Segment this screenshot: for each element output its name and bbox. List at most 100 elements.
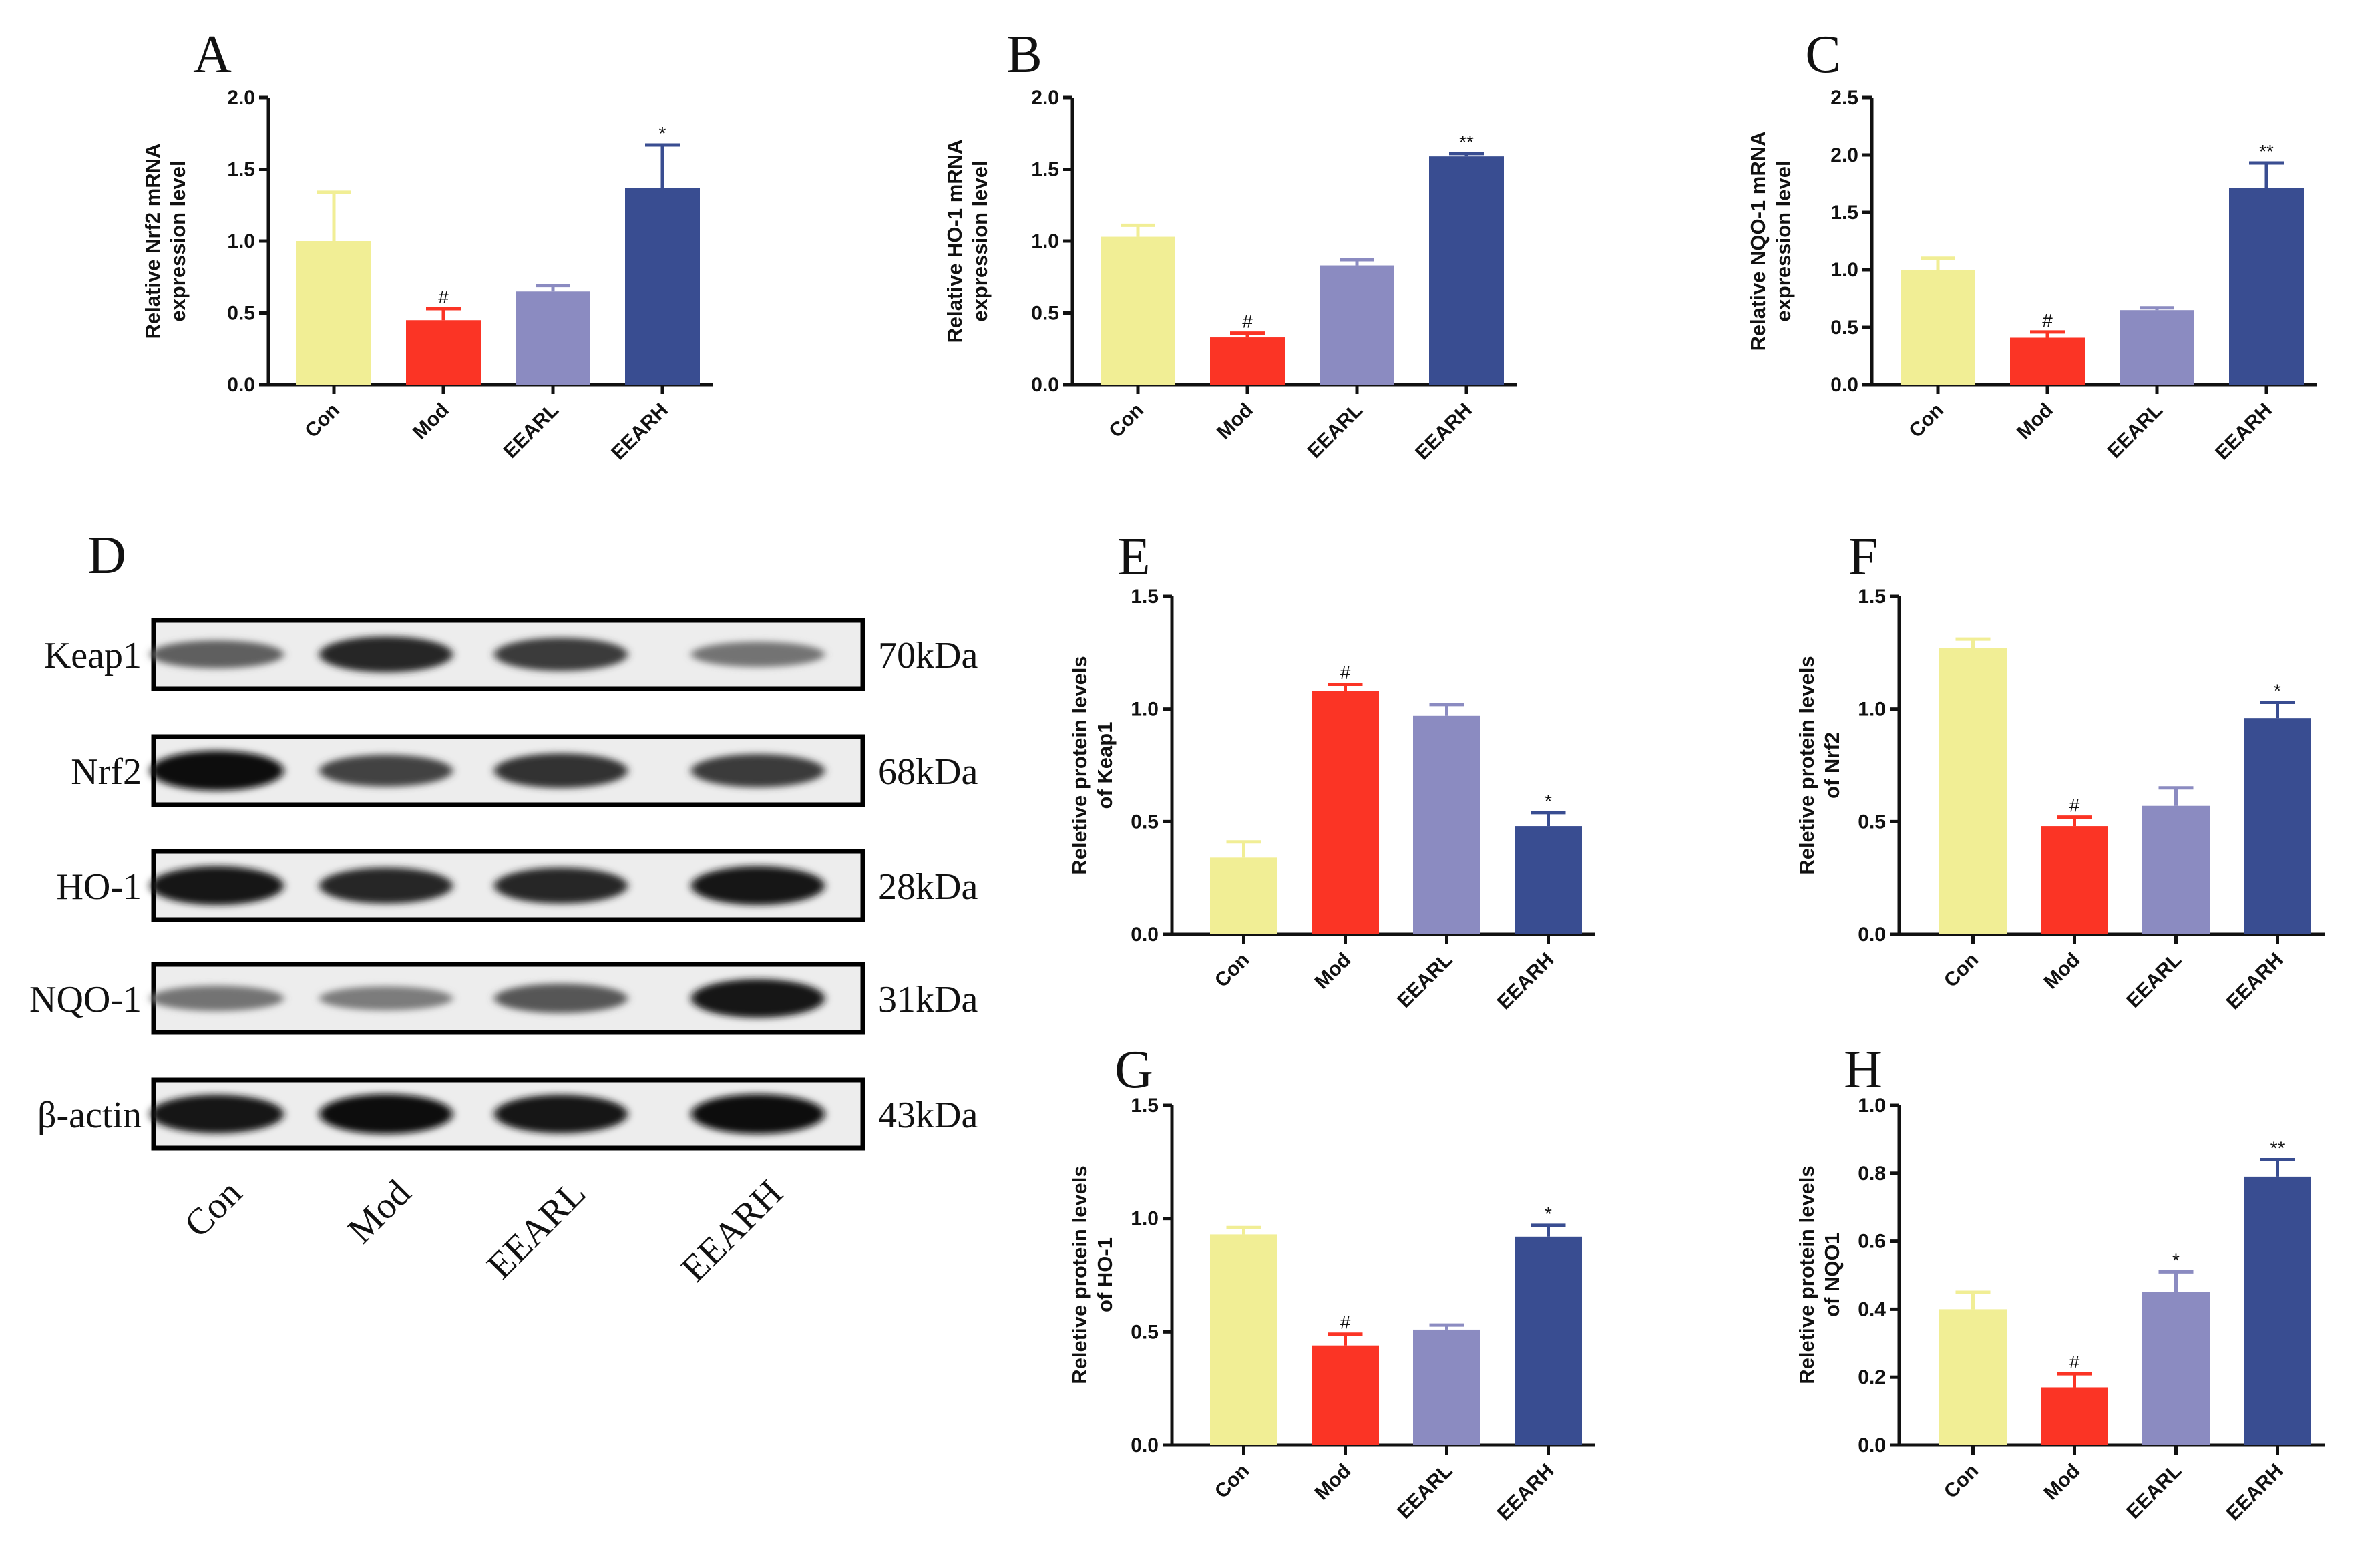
y-tick-label: 0.0	[227, 374, 255, 396]
blot-band	[319, 867, 453, 904]
x-tick-label: Con	[1211, 949, 1254, 992]
blot-row-nqo1: NQO-1 31kDa	[29, 962, 978, 1035]
blot-band	[319, 986, 453, 1010]
blot-row-keap1: Keap1 70kDa	[44, 618, 978, 691]
y-axis-label: Relative Nrf2 mRNA	[141, 144, 164, 339]
blot-band	[494, 753, 628, 788]
significance-marker: *	[659, 123, 666, 144]
y-tick-label: 0.0	[1131, 1434, 1159, 1457]
y-tick-label: 1.5	[1031, 159, 1059, 181]
blot-band	[150, 866, 284, 905]
chart-f: F Reletive protein levels of Nrf2 0.0 0.5 1.0…	[1795, 528, 2325, 1014]
blot-band	[691, 866, 825, 905]
x-tick-label: Con	[1905, 399, 1948, 443]
blot-band	[691, 979, 825, 1018]
y-axis-label: of HO-1	[1093, 1237, 1117, 1312]
y-tick-label: 2.0	[1830, 144, 1858, 166]
significance-marker: *	[2274, 681, 2281, 701]
y-axis-label: Relative HO-1 mRNA	[943, 140, 966, 343]
panel-letter: G	[1115, 1040, 1153, 1099]
protein-label: Keap1	[44, 635, 142, 677]
molecular-weight-label: 31kDa	[878, 979, 978, 1020]
lane-label: EEARH	[673, 1172, 791, 1290]
lane-label: Con	[176, 1172, 250, 1245]
y-tick-label: 1.0	[1031, 230, 1059, 252]
bar-eearh	[1515, 826, 1582, 934]
bar-con	[296, 241, 371, 385]
molecular-weight-label: 43kDa	[878, 1095, 978, 1136]
significance-marker: *	[2172, 1249, 2180, 1270]
y-tick-label: 1.0	[1131, 699, 1159, 721]
bar-eearl	[2142, 805, 2210, 934]
x-tick-label: EEARL	[2122, 1460, 2186, 1523]
y-tick-label: 0.6	[1858, 1231, 1886, 1253]
blot-band	[691, 754, 825, 787]
x-tick-label: Mod	[2013, 399, 2057, 444]
y-tick-label: 1.0	[1131, 1208, 1159, 1230]
x-tick-label: EEARH	[2211, 399, 2276, 465]
chart-c: C Relative NQO-1 mRNA expression level 0.0 0…	[1746, 25, 2317, 464]
blot-band	[494, 984, 628, 1013]
blot-row-ho1: HO-1 28kDa	[56, 849, 978, 922]
x-tick-label: EEARH	[2222, 1460, 2288, 1525]
bar-con	[1939, 1309, 2007, 1445]
molecular-weight-label: 28kDa	[878, 866, 978, 908]
bar-eearl	[1413, 1329, 1480, 1445]
bar-eearl	[2120, 310, 2194, 385]
bar-con	[1901, 270, 1975, 385]
panel-letter: F	[1848, 528, 1878, 586]
molecular-weight-label: 70kDa	[878, 635, 978, 677]
bar-mod	[2041, 826, 2108, 934]
y-tick-label: 1.5	[227, 159, 255, 181]
blot-band	[319, 755, 453, 787]
significance-marker: **	[1459, 132, 1474, 152]
bar-eearh	[2244, 1176, 2311, 1445]
y-tick-label: 0.2	[1858, 1366, 1886, 1388]
panel-letter: A	[193, 25, 232, 84]
x-tick-label: Con	[1940, 1460, 1983, 1503]
bar-mod	[1210, 337, 1285, 385]
x-tick-label: EEARL	[500, 399, 563, 463]
protein-label: Nrf2	[71, 751, 142, 793]
bar-eearh	[2229, 188, 2304, 385]
significance-marker: #	[438, 286, 449, 307]
significance-marker: **	[2259, 141, 2274, 162]
y-tick-label: 0.0	[1031, 374, 1059, 396]
significance-marker: *	[1545, 791, 1552, 811]
y-axis-label: of Keap1	[1093, 722, 1117, 809]
bar-eearh	[625, 188, 700, 385]
blot-band	[150, 1095, 284, 1133]
x-tick-label: Con	[1105, 399, 1148, 443]
significance-marker: #	[1340, 1312, 1351, 1333]
bar-mod	[2041, 1387, 2108, 1445]
y-tick-label: 1.0	[1830, 259, 1858, 281]
y-tick-label: 0.0	[1131, 924, 1159, 946]
blot-row-actin: β-actin 43kDa	[37, 1077, 978, 1151]
bar-con	[1210, 857, 1277, 934]
panel-letter: D	[87, 526, 126, 585]
y-axis-label: of Nrf2	[1820, 732, 1844, 799]
significance-marker: #	[2042, 310, 2053, 331]
x-tick-label: EEARH	[1493, 1460, 1559, 1525]
y-tick-label: 0.5	[1858, 811, 1886, 833]
significance-marker: #	[2069, 1352, 2080, 1372]
blot-row-nrf2: Nrf2 68kDa	[71, 734, 978, 807]
y-tick-label: 2.0	[227, 87, 255, 109]
x-tick-label: EEARL	[1304, 399, 1367, 463]
bar-eearh	[1429, 156, 1504, 385]
bar-eearh	[2244, 718, 2311, 934]
lane-label: Mod	[340, 1172, 419, 1251]
bar-eearh	[1515, 1236, 1582, 1445]
protein-label: HO-1	[56, 866, 142, 908]
y-tick-label: 0.5	[227, 303, 255, 325]
molecular-weight-label: 68kDa	[878, 751, 978, 793]
protein-label: β-actin	[37, 1095, 142, 1136]
x-tick-label: EEARL	[2122, 949, 2186, 1012]
significance-marker: #	[1340, 662, 1351, 683]
blot-band	[319, 1094, 453, 1134]
blot-band	[494, 867, 628, 904]
y-axis-label: Reletive protein levels	[1795, 656, 1818, 874]
x-tick-label: Con	[301, 399, 344, 443]
y-axis-label: Reletive protein levels	[1068, 656, 1091, 874]
western-blot-panel: D Keap1 70kDa Nrf2 68kDa HO-1 28kDa NQO-1 31kDa β…	[29, 526, 978, 1290]
